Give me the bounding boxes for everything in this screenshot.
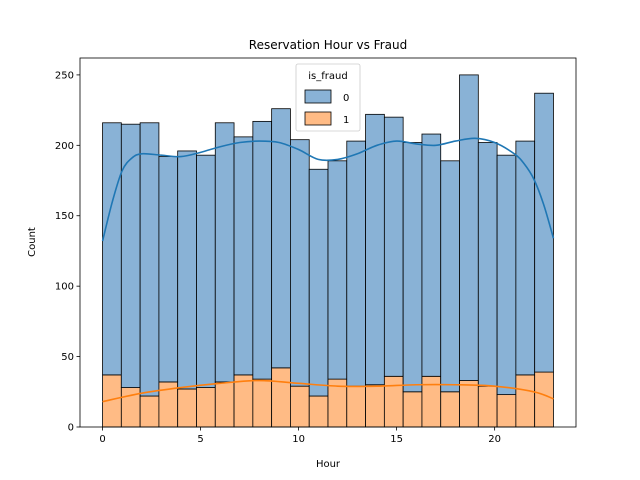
- bar-fraud-10: [290, 385, 310, 428]
- bar-legit-16: [402, 142, 423, 393]
- y-tick-label: 200: [55, 141, 74, 152]
- bar-fraud-7: [233, 374, 254, 428]
- y-axis-label: Count: [27, 227, 38, 257]
- bar-legit-1: [120, 123, 141, 388]
- bar-legit-6: [214, 122, 235, 383]
- bar-fraud-16: [402, 391, 423, 428]
- legend-swatch-1: [304, 111, 332, 126]
- bar-legit-15: [383, 116, 404, 377]
- x-tick-label: 15: [390, 434, 403, 445]
- x-tick-label: 10: [292, 434, 305, 445]
- kde-line-0: [101, 137, 555, 242]
- bar-legit-5: [196, 154, 216, 388]
- bar-legit-21: [496, 154, 517, 396]
- kde-layer: [101, 137, 555, 403]
- bar-fraud-20: [477, 385, 498, 428]
- bar-legit-12: [327, 160, 348, 380]
- legend-label-1: 1: [343, 115, 349, 126]
- legend-swatch-0: [304, 89, 332, 104]
- legend-title: is_fraud: [308, 71, 347, 82]
- bar-legit-8: [252, 120, 273, 380]
- plot-frame: [79, 57, 577, 428]
- bar-fraud-4: [177, 388, 197, 428]
- bar-legit-3: [158, 156, 179, 383]
- legend-label-0: 0: [343, 93, 349, 104]
- bar-fraud-13: [346, 385, 366, 428]
- bar-legit-7: [233, 136, 254, 376]
- bar-legit-9: [271, 108, 291, 369]
- y-tick-label: 50: [61, 352, 74, 363]
- bar-legit-11: [308, 168, 329, 397]
- x-tick-label: 5: [197, 434, 203, 445]
- chart-title: Reservation Hour vs Fraud: [249, 38, 407, 52]
- x-tick-label: 0: [99, 434, 105, 445]
- bar-fraud-5: [196, 387, 216, 428]
- bar-legit-2: [139, 122, 160, 397]
- kde-line-1: [102, 379, 554, 403]
- bar-fraud-14: [365, 384, 385, 428]
- bar-legit-4: [177, 150, 197, 390]
- bar-legit-14: [365, 113, 385, 386]
- y-tick-label: 250: [55, 70, 74, 81]
- bar-fraud-6: [214, 381, 235, 428]
- bar-legit-17: [421, 133, 442, 377]
- legend: is_fraud 0 1: [295, 63, 361, 132]
- bar-fraud-8: [252, 378, 273, 428]
- bar-legit-19: [459, 74, 479, 381]
- bar-legit-13: [346, 140, 366, 387]
- bar-fraud-22: [515, 374, 536, 428]
- bar-fraud-2: [139, 395, 160, 428]
- bar-legit-0: [102, 122, 122, 376]
- y-tick-label: 0: [68, 423, 74, 434]
- bar-legit-23: [534, 92, 554, 373]
- bar-fraud-19: [459, 380, 479, 428]
- x-axis-label: Hour: [316, 459, 341, 470]
- y-tick-label: 150: [55, 211, 74, 222]
- bar-fraud-9: [271, 367, 291, 428]
- bar-fraud-11: [308, 395, 329, 428]
- bar-legit-20: [477, 142, 498, 387]
- x-tick-label: 20: [488, 434, 501, 445]
- bar-legit-10: [290, 139, 310, 387]
- bar-fraud-18: [440, 391, 460, 428]
- bar-legit-18: [440, 160, 460, 393]
- bar-fraud-23: [534, 371, 554, 428]
- y-tick-label: 100: [55, 282, 74, 293]
- bar-fraud-21: [496, 394, 517, 428]
- bar-fraud-15: [383, 375, 404, 428]
